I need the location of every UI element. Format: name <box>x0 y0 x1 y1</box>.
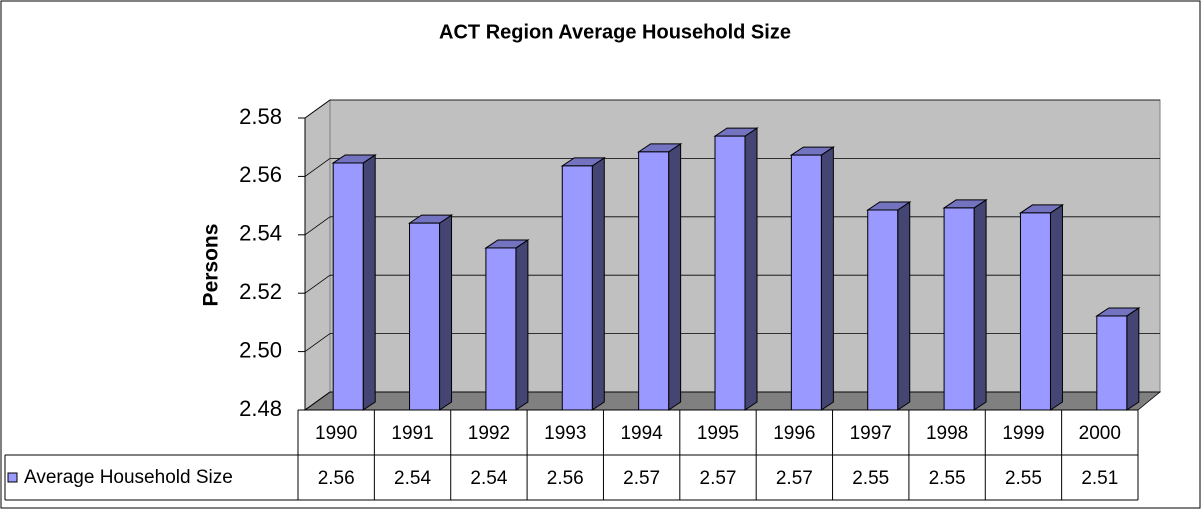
y-tick-label: 2.48 <box>239 396 282 421</box>
bar-side <box>515 239 529 411</box>
bar-side <box>973 199 987 411</box>
table-value: 2.55 <box>1005 468 1042 489</box>
table-value: 2.54 <box>394 468 431 489</box>
table-value: 2.57 <box>700 468 737 489</box>
bar <box>867 209 899 411</box>
bar <box>790 154 822 411</box>
side-wall <box>304 99 331 411</box>
x-tick-label: 1995 <box>697 423 739 444</box>
x-tick-label: 1999 <box>1002 423 1044 444</box>
bar <box>332 162 364 411</box>
x-tick-label: 1990 <box>315 423 357 444</box>
table-value: 2.57 <box>623 468 660 489</box>
x-tick-label: 1997 <box>850 423 892 444</box>
bar-side <box>744 127 758 411</box>
grid-line <box>304 333 331 352</box>
grid-line <box>304 216 331 236</box>
table-value: 2.56 <box>318 468 355 489</box>
x-tick-label: 2000 <box>1079 423 1121 444</box>
bar <box>409 222 441 411</box>
bar <box>561 165 593 411</box>
x-tick-label: 1992 <box>468 423 510 444</box>
bar <box>1019 212 1051 411</box>
bar-side <box>439 214 453 411</box>
bar-side <box>668 142 682 411</box>
bar <box>485 247 517 411</box>
y-tick-label: 2.58 <box>239 104 282 129</box>
grid-line <box>304 99 331 119</box>
bar-side <box>1126 307 1140 411</box>
y-tick-label: 2.56 <box>239 162 282 187</box>
legend-label: Average Household Size <box>24 467 233 488</box>
table-value: 2.57 <box>776 468 813 489</box>
chart-title: ACT Region Average Household Size <box>439 21 791 43</box>
grid-line <box>304 158 331 177</box>
table-value: 2.56 <box>547 468 584 489</box>
bar-side <box>591 156 605 411</box>
y-tick-label: 2.52 <box>239 279 282 304</box>
bar <box>714 135 746 411</box>
y-tick-label: 2.54 <box>239 221 282 246</box>
bar <box>638 151 670 411</box>
y-tick-label: 2.50 <box>239 337 282 362</box>
y-axis-title: Persons <box>200 224 223 307</box>
bar <box>943 207 975 411</box>
x-tick-label: 1996 <box>773 423 815 444</box>
table-value: 2.55 <box>852 468 889 489</box>
x-tick-label: 1998 <box>926 423 968 444</box>
x-tick-label: 1993 <box>544 423 586 444</box>
bar-side <box>1049 203 1063 411</box>
table-value: 2.51 <box>1081 468 1118 489</box>
grid-line <box>304 274 331 294</box>
x-tick-label: 1994 <box>620 423 663 444</box>
bar-side <box>362 154 376 411</box>
table-value: 2.54 <box>470 468 507 489</box>
x-tick-label: 1991 <box>391 423 433 444</box>
table-value: 2.55 <box>929 468 966 489</box>
legend-swatch <box>7 472 18 483</box>
grid-line <box>304 391 331 411</box>
bar <box>1096 315 1128 411</box>
bar-side <box>897 201 911 411</box>
bar-side <box>820 146 834 411</box>
